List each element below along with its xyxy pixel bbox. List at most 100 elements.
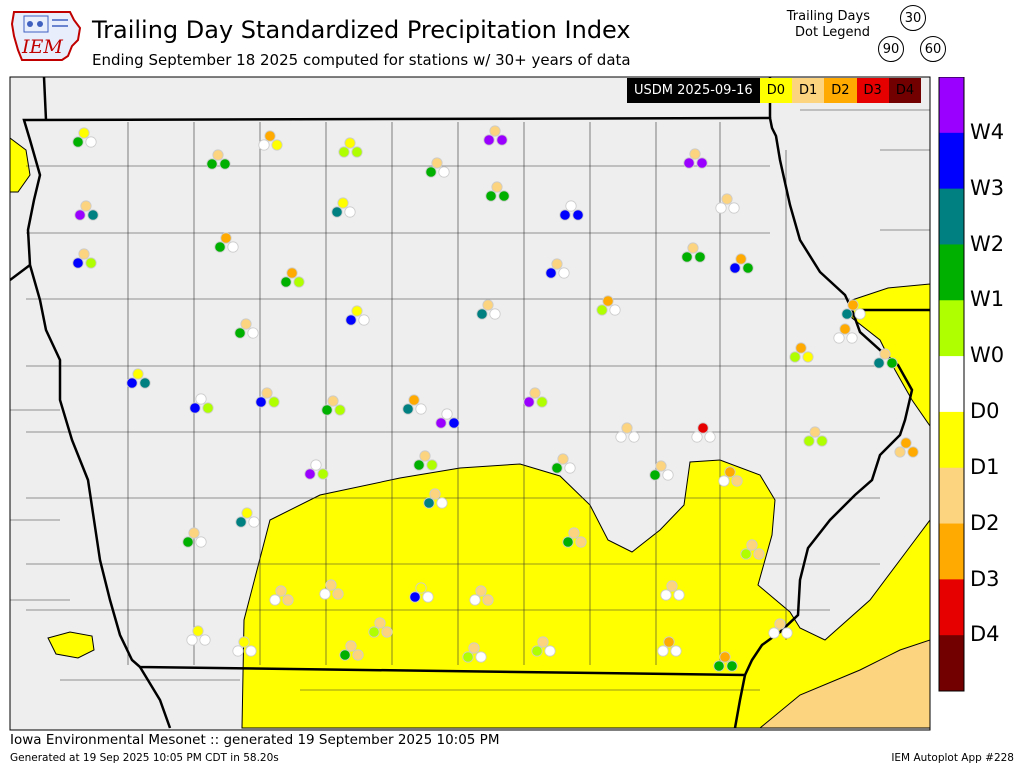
station-dot [319, 588, 331, 600]
station-dot [575, 536, 587, 548]
station-dot [334, 404, 346, 416]
station-dot-group[interactable] [368, 617, 393, 638]
station-dot [235, 516, 247, 528]
usdm-d1: D1 [791, 78, 825, 103]
station-dot-group[interactable] [657, 636, 682, 657]
station-dot-group[interactable] [189, 393, 214, 414]
station-dot [268, 396, 280, 408]
station-dot [423, 497, 435, 509]
station-dot [189, 402, 201, 414]
station-dot-group[interactable] [485, 181, 510, 202]
station-dot-group[interactable] [234, 318, 259, 339]
drought-d0-south [241, 459, 930, 729]
station-dot-group[interactable] [841, 299, 866, 320]
station-dot-group[interactable] [214, 232, 239, 253]
station-dot-group[interactable] [715, 193, 740, 214]
iem-logo[interactable]: IEM [8, 6, 84, 66]
station-dot-group[interactable] [718, 466, 743, 487]
station-dot-group[interactable] [72, 127, 97, 148]
station-dot [621, 422, 633, 434]
station-dot-group[interactable] [559, 200, 584, 221]
iem-logo-text: IEM [22, 36, 63, 58]
station-dot [529, 387, 541, 399]
station-dot [724, 466, 736, 478]
station-dot [475, 651, 487, 663]
station-dot-group[interactable] [186, 625, 211, 646]
station-dot-group[interactable] [562, 527, 587, 548]
station-dot-group[interactable] [232, 636, 257, 657]
station-dot-group[interactable] [206, 149, 231, 170]
station-dot-group[interactable] [729, 253, 754, 274]
station-dot-group[interactable] [319, 579, 344, 600]
station-dot-group[interactable] [413, 450, 438, 471]
station-dot-group[interactable] [681, 242, 706, 263]
station-dot [602, 295, 614, 307]
station-dots [72, 125, 919, 672]
station-dot-group[interactable] [615, 422, 640, 443]
colorbar-label-w4: W4 [970, 120, 1005, 144]
colorbar-block [939, 635, 964, 692]
station-dot-group[interactable] [74, 200, 99, 221]
station-dot-group[interactable] [789, 342, 814, 363]
station-dot-group[interactable] [683, 148, 708, 169]
station-dot-group[interactable] [235, 507, 260, 528]
station-dot-group[interactable] [462, 642, 487, 663]
station-dot-group[interactable] [255, 387, 280, 408]
station-dot-group[interactable] [304, 459, 329, 480]
station-dot [227, 241, 239, 253]
station-dot-group[interactable] [258, 130, 283, 151]
dot-legend-label-line1: Trailing Days [786, 9, 870, 24]
station-dot-group[interactable] [803, 426, 828, 447]
station-dot [199, 634, 211, 646]
station-dot-group[interactable] [423, 488, 448, 509]
station-dot [565, 200, 577, 212]
station-dot-group[interactable] [691, 422, 716, 443]
station-dot-group[interactable] [280, 267, 305, 288]
station-dot [475, 585, 487, 597]
station-dot-group[interactable] [894, 437, 919, 458]
station-dot-group[interactable] [523, 387, 548, 408]
station-dot-group[interactable] [402, 394, 427, 415]
station-dot-group[interactable] [126, 368, 151, 389]
station-dot [596, 304, 608, 316]
station-dot-group[interactable] [425, 157, 450, 178]
station-dot-group[interactable] [435, 408, 460, 429]
station-dot [358, 314, 370, 326]
station-dot-group[interactable] [182, 527, 207, 548]
station-dot [368, 626, 380, 638]
station-dot-group[interactable] [596, 295, 621, 316]
station-dot-group[interactable] [873, 348, 898, 369]
station-dot-group[interactable] [409, 582, 434, 603]
station-dot-group[interactable] [331, 197, 356, 218]
station-dot-group[interactable] [338, 137, 363, 158]
station-dot [731, 475, 743, 487]
station-dot-group[interactable] [740, 539, 765, 560]
station-dot-group[interactable] [483, 125, 508, 146]
colorbar-label-d0: D0 [970, 399, 1000, 423]
station-dot [802, 351, 814, 363]
station-dot-group[interactable] [551, 453, 576, 474]
station-dot-group[interactable] [713, 651, 738, 672]
station-dot [696, 157, 708, 169]
station-dot [74, 209, 86, 221]
station-dot-group[interactable] [469, 585, 494, 606]
station-dot-group[interactable] [768, 618, 793, 639]
station-dot-group[interactable] [345, 305, 370, 326]
station-dot-group[interactable] [321, 395, 346, 416]
station-dot-group[interactable] [649, 460, 674, 481]
station-dot-group[interactable] [660, 580, 685, 601]
station-dot-group[interactable] [339, 640, 364, 661]
station-dot-group[interactable] [833, 323, 858, 344]
station-dot [344, 137, 356, 149]
station-dot-group[interactable] [531, 636, 556, 657]
station-dot [409, 591, 421, 603]
station-dot [438, 166, 450, 178]
station-dot [847, 299, 859, 311]
station-dot-group[interactable] [269, 585, 294, 606]
station-dot [789, 351, 801, 363]
station-dot-group[interactable] [545, 258, 570, 279]
station-dot-group[interactable] [72, 248, 97, 269]
station-dot [247, 327, 259, 339]
station-dot-group[interactable] [476, 299, 501, 320]
